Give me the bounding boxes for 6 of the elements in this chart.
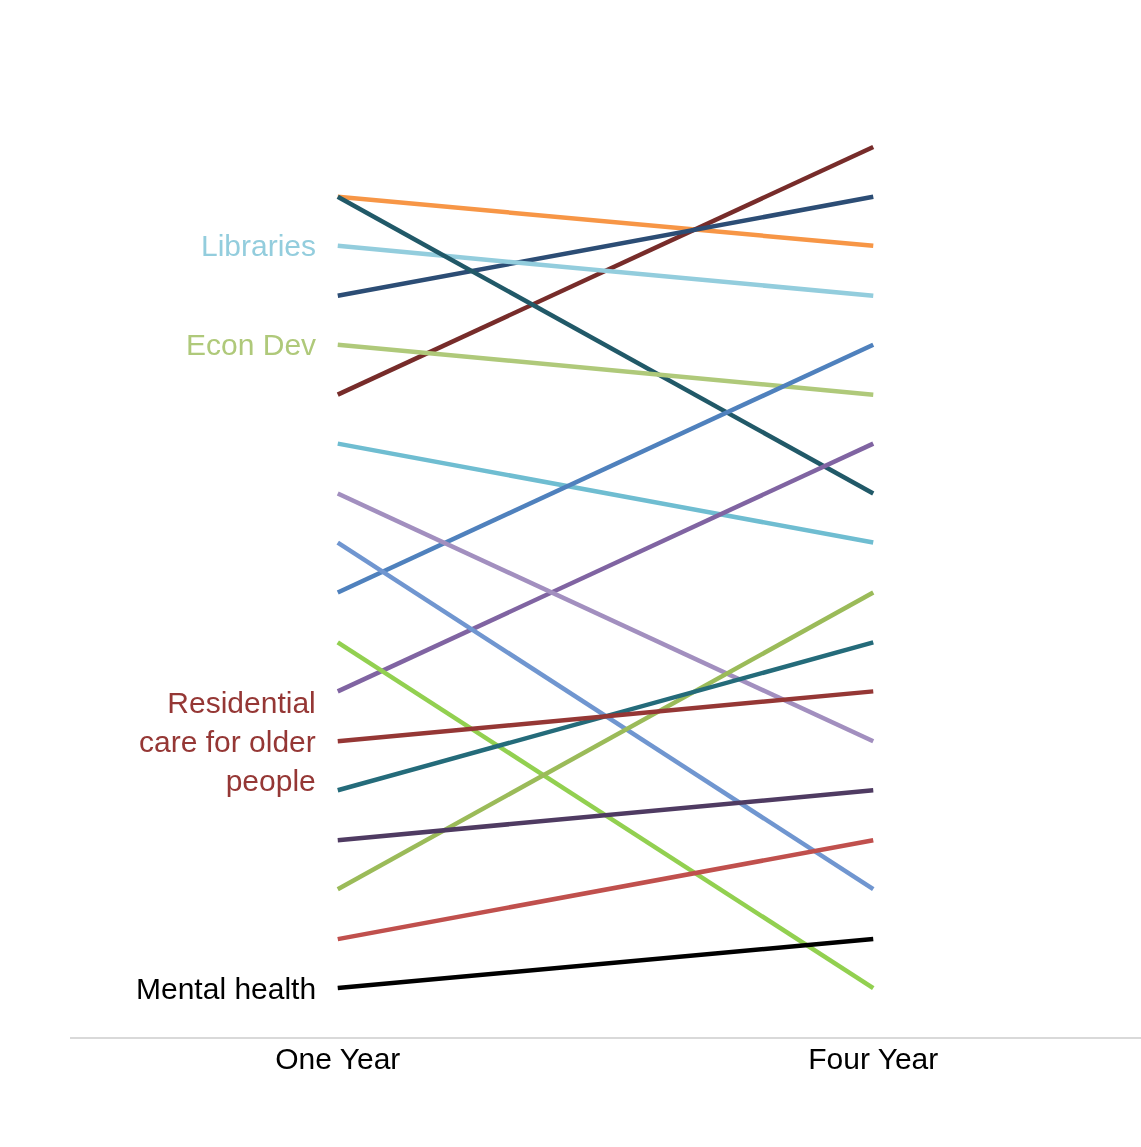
- series-label: Residential care for older people: [139, 686, 316, 797]
- series-label: Econ Dev: [186, 328, 317, 361]
- series-label: Mental health: [136, 972, 317, 1005]
- x-tick-label: One Year: [275, 1042, 401, 1075]
- series-label: Libraries: [201, 229, 317, 262]
- x-tick-label: Four Year: [808, 1042, 939, 1075]
